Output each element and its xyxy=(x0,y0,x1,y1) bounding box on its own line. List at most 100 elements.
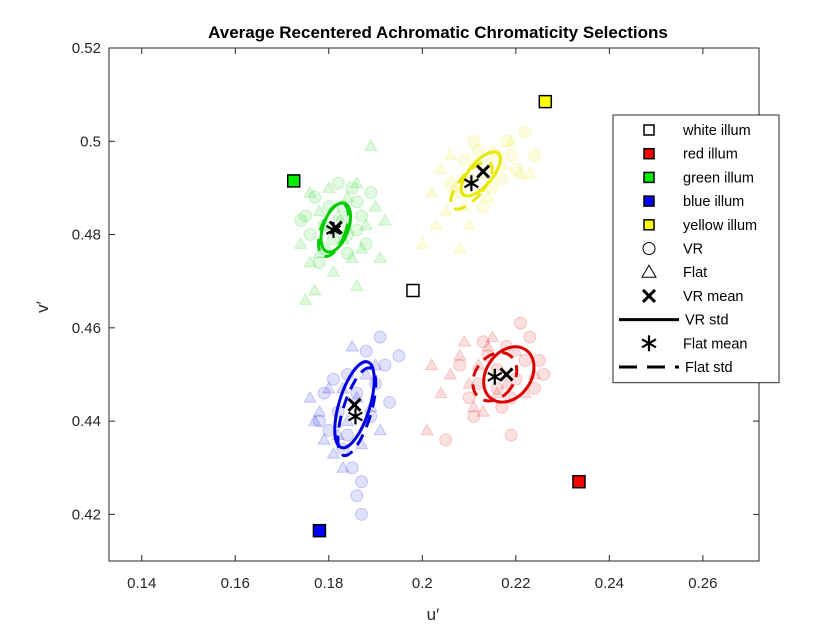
legend-label: VR mean xyxy=(683,289,743,305)
flat-point xyxy=(354,241,369,254)
vr-point xyxy=(294,214,308,228)
y-tick-label: 0.5 xyxy=(80,133,101,150)
flat-std-ellipse xyxy=(317,201,350,259)
legend: white illum red illum green illum blue illu… xyxy=(612,114,780,384)
legend-label: Flat std xyxy=(685,360,733,376)
legend-label: VR xyxy=(683,242,703,258)
flat-point xyxy=(434,386,448,399)
flat-point xyxy=(359,367,374,380)
vr-point xyxy=(523,330,537,344)
flat-point xyxy=(321,381,336,394)
flat-point xyxy=(317,432,331,445)
flat-point xyxy=(340,190,355,203)
chart-title: Average Recentered Achromatic Chromatici… xyxy=(208,23,668,42)
illuminant-marker xyxy=(406,283,420,298)
flat-point xyxy=(312,246,327,259)
x-tick-label: 0.2 xyxy=(412,575,433,592)
flat-point xyxy=(368,199,383,212)
vr-mean-marker xyxy=(476,164,491,179)
flat-mean-marker xyxy=(347,408,363,425)
x-stroke xyxy=(476,164,491,179)
vr-point xyxy=(331,176,345,190)
flat-point xyxy=(466,400,481,413)
vr-point xyxy=(476,335,490,349)
flat-point xyxy=(480,190,495,203)
illuminant-marker xyxy=(572,474,586,489)
flat-point xyxy=(471,358,486,371)
flat-point xyxy=(452,241,467,254)
legend-square-icon xyxy=(643,219,655,231)
legend-label: green illum xyxy=(683,170,754,186)
flat-point xyxy=(457,334,472,347)
vr-point xyxy=(467,134,481,148)
flat-point xyxy=(462,218,476,231)
flat-point xyxy=(345,339,360,352)
vr-mean-marker xyxy=(499,367,514,382)
flat-point xyxy=(476,404,490,417)
flat-point xyxy=(303,390,317,403)
vr-point xyxy=(528,148,542,162)
vr-point xyxy=(439,433,453,447)
vr-point xyxy=(312,256,326,270)
y-tick-label: 0.42 xyxy=(72,506,101,523)
vr-point xyxy=(355,507,369,521)
vr-point xyxy=(462,391,476,405)
legend-label: red illum xyxy=(683,147,738,163)
y-tick-label: 0.46 xyxy=(72,320,101,337)
vr-point xyxy=(509,162,523,176)
asterisk-stroke xyxy=(325,224,341,235)
vr-point xyxy=(476,200,490,214)
flat-point xyxy=(307,283,322,296)
vr-point xyxy=(350,195,364,209)
flat-mean-marker xyxy=(487,368,503,385)
vr-std-ellipse xyxy=(459,150,502,198)
asterisk-stroke xyxy=(463,178,479,189)
legend-x-icon xyxy=(641,288,657,303)
flat-point xyxy=(415,236,430,249)
flat-point xyxy=(307,414,322,427)
vr-point xyxy=(378,358,392,372)
flat-point xyxy=(326,446,341,459)
vr-point xyxy=(340,246,354,260)
flat-std-ellipse xyxy=(471,351,519,403)
flat-point xyxy=(349,278,364,291)
flat-point xyxy=(331,208,345,221)
legend-item: Flat mean xyxy=(641,335,747,352)
flat-point xyxy=(424,358,439,371)
legend-label: Flat mean xyxy=(683,336,747,352)
flat-point xyxy=(513,166,528,179)
flat-point xyxy=(499,376,514,389)
asterisk-stroke xyxy=(487,371,503,382)
flat-mean-marker xyxy=(463,175,479,192)
flat-point xyxy=(345,250,360,263)
legend-label: blue illum xyxy=(683,194,744,210)
legend-item: red illum xyxy=(643,147,738,163)
legend-square-icon xyxy=(643,195,655,207)
vr-point xyxy=(453,358,467,372)
vr-point xyxy=(504,428,518,442)
scatter-points xyxy=(293,125,551,521)
legend-square-icon xyxy=(643,147,655,160)
flat-point xyxy=(373,423,388,436)
vr-point xyxy=(364,186,378,200)
vr-point xyxy=(518,125,532,139)
legend-item: VR std xyxy=(619,313,729,329)
flat-point xyxy=(359,218,374,231)
legend-label: Flat xyxy=(683,265,707,281)
flat-point xyxy=(420,423,434,436)
vr-std-ellipse xyxy=(482,345,536,404)
asterisk-stroke xyxy=(641,338,657,349)
flat-point xyxy=(443,367,458,380)
x-tick-label: 0.26 xyxy=(688,575,717,592)
flat-point xyxy=(490,386,504,399)
y-tick-label: 0.48 xyxy=(72,227,101,244)
flat-point xyxy=(480,339,495,352)
legend-item: white illum xyxy=(643,123,751,139)
vr-point xyxy=(322,423,336,437)
flat-point xyxy=(485,330,500,343)
vr-point xyxy=(514,316,528,330)
vr-point xyxy=(392,349,406,363)
legend-item: Flat xyxy=(641,264,707,281)
vr-point xyxy=(457,153,471,167)
